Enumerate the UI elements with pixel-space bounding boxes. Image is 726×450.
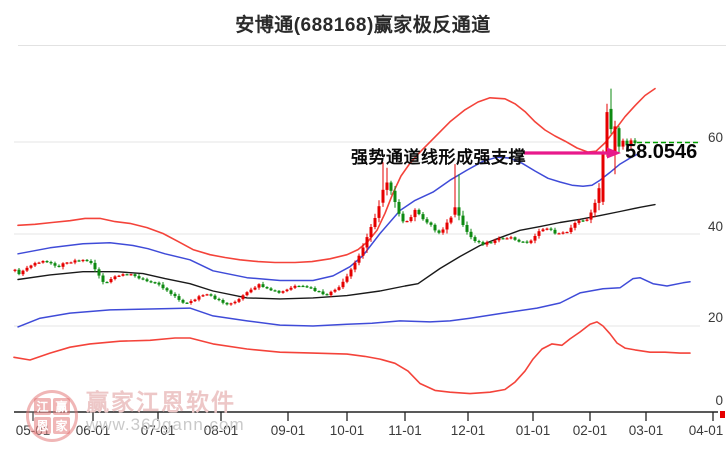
support-arrow-head	[607, 147, 621, 159]
x-axis-label-05-01: 05-01	[15, 423, 51, 438]
x-axis-label-04-01: 04-01	[688, 423, 724, 438]
x-axis-label-06-01: 06-01	[75, 423, 111, 438]
x-axis-label-10-01: 10-01	[329, 423, 365, 438]
x-axis-label-12-01: 12-01	[450, 423, 486, 438]
support-price-label: 58.0546	[625, 141, 698, 163]
x-axis-label-07-01: 07-01	[140, 423, 176, 438]
candlestick-series	[13, 88, 637, 306]
channel-line-outer-resistance	[17, 87, 656, 264]
y-axis-label-20: 20	[707, 310, 723, 325]
x-axis-label-02-01: 02-01	[572, 423, 608, 438]
axis-end-marker	[720, 411, 725, 418]
x-axis-label-08-01: 08-01	[203, 423, 239, 438]
x-axis-label-11-01: 11-01	[388, 423, 422, 438]
y-axis-label-40: 40	[707, 219, 723, 234]
x-axis-label-01-01: 01-01	[515, 423, 551, 438]
y-axis-label-60: 60	[707, 130, 723, 145]
x-axis-label-09-01: 09-01	[270, 423, 306, 438]
channel-line-inner-support	[17, 276, 691, 328]
chart-title: 安博通(688168)赢家极反通道	[235, 15, 491, 36]
top-divider	[18, 45, 726, 46]
channel-line-inner-resistance	[17, 153, 639, 282]
channel-line-mid-rail	[17, 203, 656, 300]
channel-line-outer-support	[13, 321, 691, 395]
y-axis-label-0: 0	[715, 393, 723, 408]
annotation-support-text: 强势通道线形成强支撑	[351, 148, 526, 167]
x-axis-label-03-01: 03-01	[628, 423, 664, 438]
